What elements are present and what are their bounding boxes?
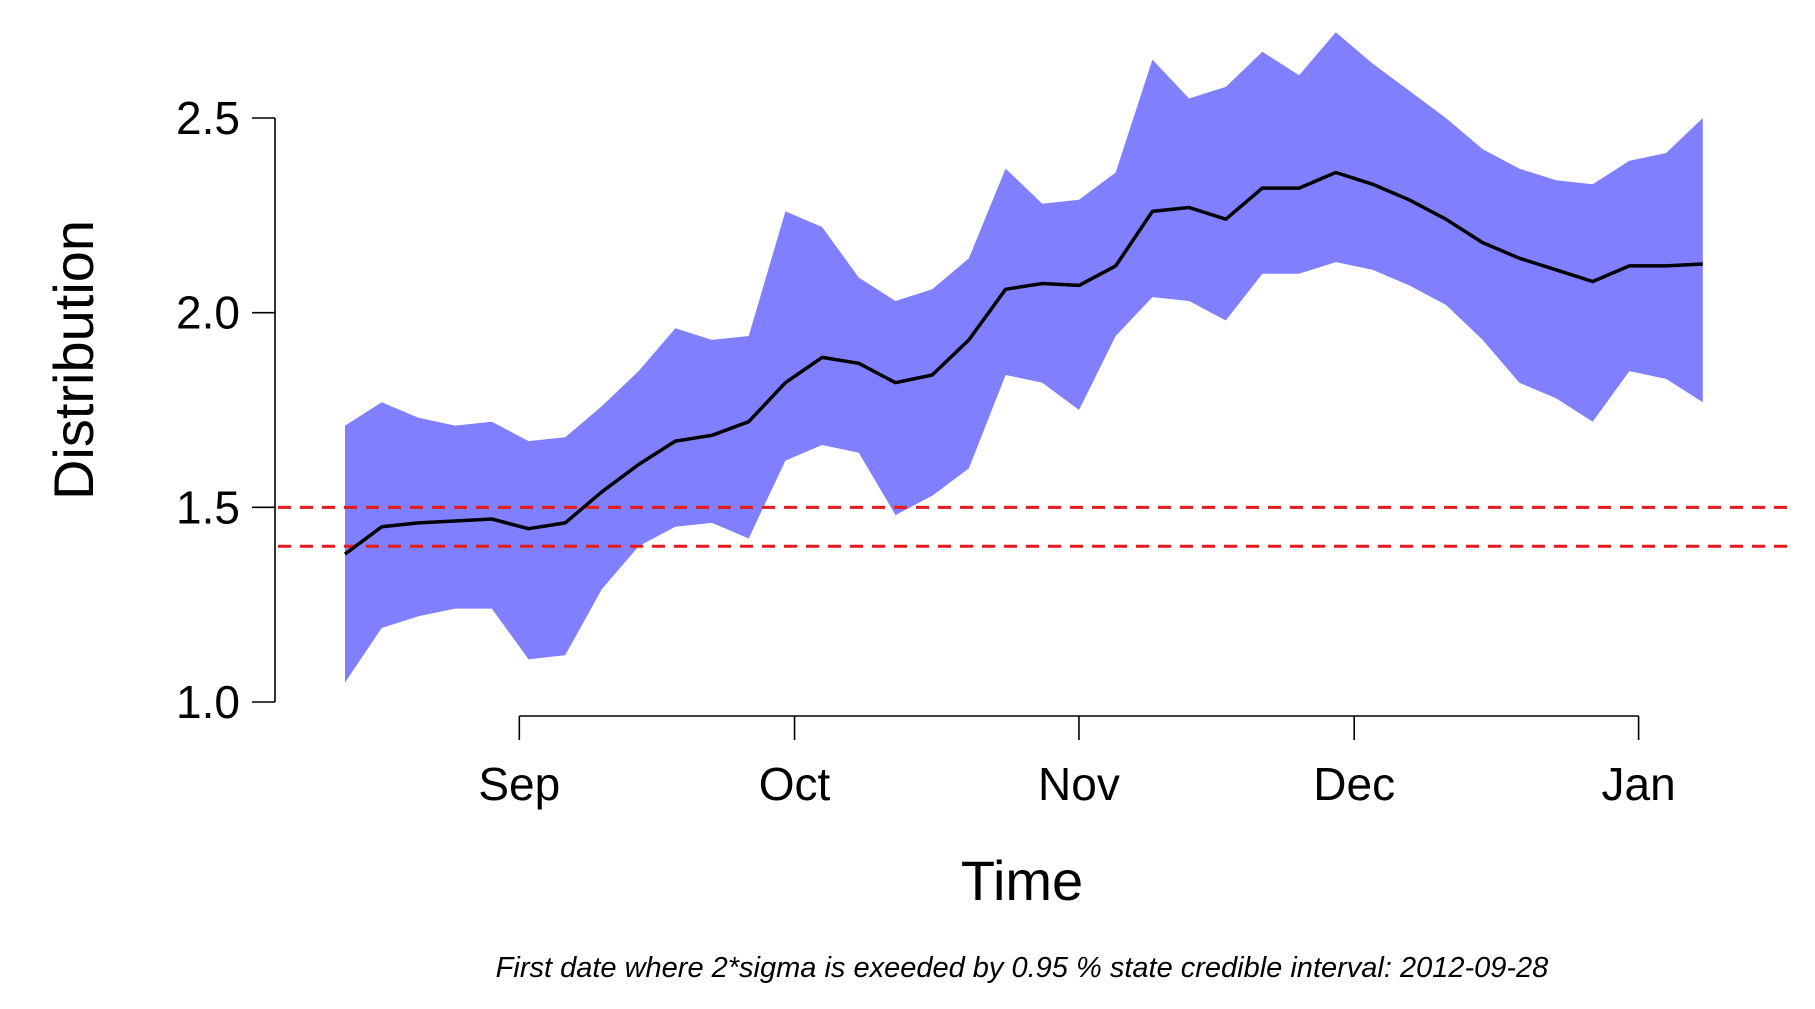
x-tick-label: Jan — [1602, 758, 1676, 810]
chart-caption: First date where 2*sigma is exeeded by 0… — [496, 952, 1549, 984]
x-axis-ticks: Sep Oct Nov Dec Jan — [478, 716, 1676, 810]
y-axis-title: Distribution — [42, 220, 105, 500]
y-tick-label: 2.5 — [176, 92, 240, 144]
credible-interval-band — [345, 32, 1703, 683]
mean-line — [343, 170, 1703, 556]
x-tick-label: Oct — [759, 758, 831, 810]
x-tick-label: Nov — [1038, 758, 1120, 810]
x-tick-label: Dec — [1313, 758, 1395, 810]
y-tick-label: 2.0 — [176, 287, 240, 339]
reference-lines — [278, 505, 1790, 548]
y-tick-label: 1.0 — [176, 676, 240, 728]
y-axis-ticks: 1.0 1.5 2.0 2.5 — [176, 92, 275, 728]
y-tick-label: 1.5 — [176, 481, 240, 533]
x-tick-label: Sep — [478, 758, 560, 810]
x-axis-title: Time — [961, 849, 1083, 912]
